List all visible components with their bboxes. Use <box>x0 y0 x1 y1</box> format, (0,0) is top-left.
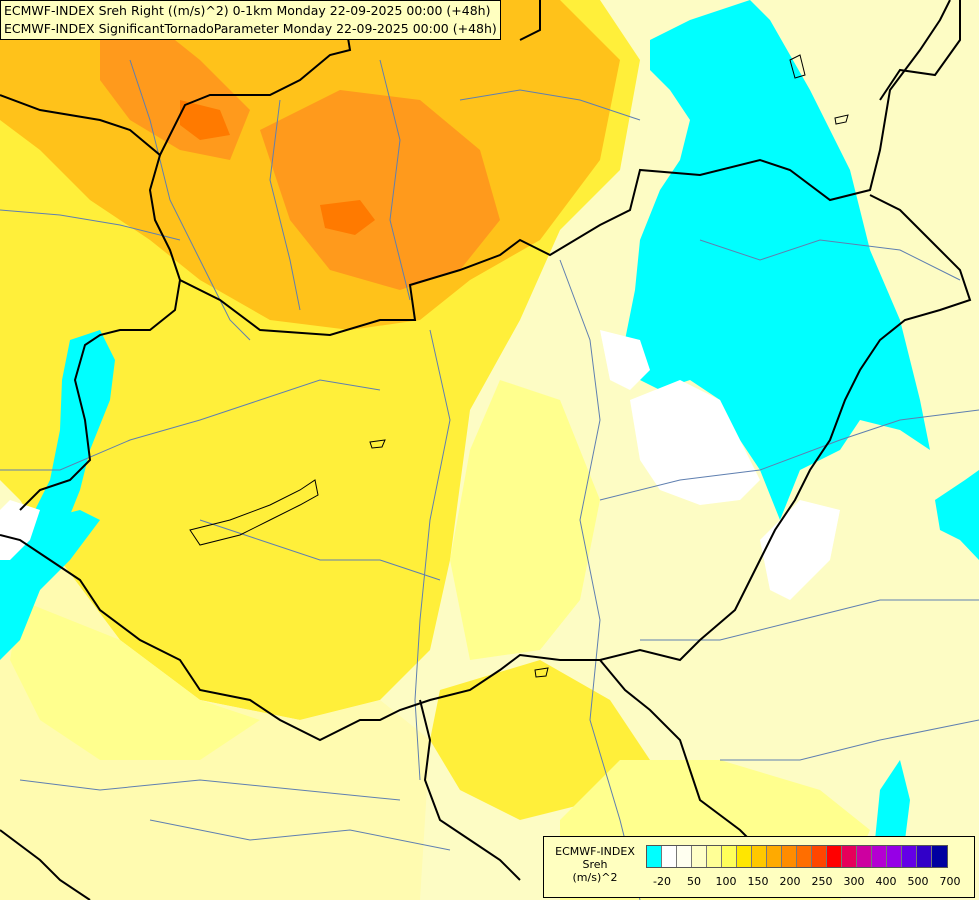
river-14 <box>459 89 641 121</box>
border-west <box>19 279 181 511</box>
river-11 <box>720 719 979 761</box>
legend-tick-label: 500 <box>907 875 929 888</box>
lake-small-1 <box>369 439 386 449</box>
river-10 <box>19 779 401 801</box>
river-4 <box>414 329 451 781</box>
dark-orange-core-1 <box>180 100 230 140</box>
legend-swatch <box>707 846 722 867</box>
yellow-south-west <box>10 600 260 760</box>
sreh-field-shading <box>0 0 870 900</box>
river-7 <box>199 519 441 581</box>
legend-swatch <box>722 846 737 867</box>
river-13 <box>0 209 181 241</box>
border-south <box>419 699 521 881</box>
legend-tick-label: 250 <box>811 875 833 888</box>
legend-title: ECMWF-INDEX Sreh (m/s)^2 <box>548 845 642 884</box>
map-title-line-1: ECMWF-INDEX Sreh Right ((m/s)^2) 0-1km M… <box>4 3 491 18</box>
legend-tick-label: 200 <box>779 875 801 888</box>
legend-swatch <box>752 846 767 867</box>
legend-swatch <box>857 846 872 867</box>
border-south-east <box>599 659 761 851</box>
legend-swatch <box>677 846 692 867</box>
white-region-right <box>760 500 840 600</box>
legend-swatch <box>662 846 677 867</box>
legend-title-source: ECMWF-INDEX <box>555 845 635 858</box>
legend-swatch <box>827 846 842 867</box>
legend-swatch <box>782 846 797 867</box>
legend-tick-label: 100 <box>715 875 737 888</box>
legend-tick-label: 400 <box>875 875 897 888</box>
orange-region-central <box>260 90 500 290</box>
rivers <box>0 59 979 900</box>
river-3 <box>379 59 411 301</box>
river-5 <box>559 259 641 900</box>
legend-swatch <box>647 846 662 867</box>
yellow-region-south <box>430 660 650 820</box>
legend-tick-label: 150 <box>747 875 769 888</box>
legend-swatch <box>812 846 827 867</box>
border-top-right <box>879 0 961 101</box>
color-legend: ECMWF-INDEX Sreh (m/s)^2 -20 50 100 150 200 2… <box>543 836 975 898</box>
border-top-center <box>519 0 541 41</box>
cyan-region-far-east <box>935 470 979 560</box>
river-2 <box>269 99 301 311</box>
legend-tick-label: 700 <box>939 875 961 888</box>
legend-title-variable: Sreh <box>582 858 608 871</box>
river-9 <box>640 599 979 641</box>
legend-swatch <box>692 846 707 867</box>
dark-orange-core-2 <box>320 200 375 235</box>
legend-swatch <box>737 846 752 867</box>
legend-tick-label: 50 <box>687 875 701 888</box>
legend-swatch <box>767 846 782 867</box>
river-1 <box>129 59 251 341</box>
white-region-west <box>0 500 40 560</box>
map-title-box: ECMWF-INDEX Sreh Right ((m/s)^2) 0-1km M… <box>0 0 501 40</box>
legend-tick-label: 300 <box>843 875 865 888</box>
border-east <box>0 194 972 742</box>
river-12 <box>699 239 961 281</box>
map-title-line-2: ECMWF-INDEX SignificantTornadoParameter … <box>4 21 497 36</box>
lake-balaton <box>189 479 319 546</box>
legend-swatch <box>842 846 857 867</box>
river-8 <box>599 409 979 501</box>
lakes <box>189 54 849 678</box>
river-15 <box>149 819 451 851</box>
light-yellow-band <box>450 380 600 660</box>
cyan-region-southeast <box>875 760 910 860</box>
legend-swatch <box>917 846 932 867</box>
legend-swatch <box>797 846 812 867</box>
legend-swatch <box>932 846 947 867</box>
cyan-region-east <box>625 0 930 520</box>
legend-color-bar <box>646 845 948 868</box>
legend-swatch <box>872 846 887 867</box>
border-north-1 <box>0 9 371 157</box>
legend-tick-label: -20 <box>653 875 671 888</box>
legend-tick-labels: -20 50 100 150 200 250 300 400 500 700 <box>646 875 976 891</box>
legend-swatch <box>887 846 902 867</box>
border-north-2 <box>148 0 951 337</box>
legend-swatch <box>902 846 917 867</box>
lake-small-4 <box>534 667 549 678</box>
white-region-east-edge <box>600 330 650 390</box>
lake-small-3 <box>834 114 849 125</box>
legend-title-unit: (m/s)^2 <box>572 871 618 884</box>
river-6 <box>0 379 381 471</box>
border-south-west <box>0 829 91 900</box>
lake-small-2 <box>789 54 806 79</box>
